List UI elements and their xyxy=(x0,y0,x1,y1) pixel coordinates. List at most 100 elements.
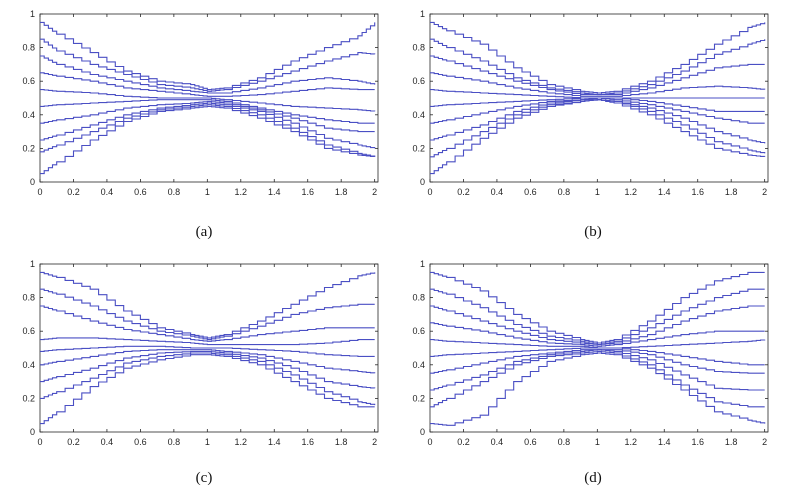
trajectory-line-9 xyxy=(40,354,375,425)
x-tick-label: 0.8 xyxy=(558,187,571,197)
caption-c: (c) xyxy=(195,470,213,486)
x-tick-label: 0.6 xyxy=(524,437,537,447)
chart-svg-b: 0 0.2 0.4 0.6 0.8 1 1.2 1.4 1.6 1.8 2 0 0.2 0.4 0.6 0.8… xyxy=(412,9,769,197)
trajectory-line-6 xyxy=(430,97,765,112)
y-tick-label: 0.8 xyxy=(412,293,425,303)
trajectory-line-5 xyxy=(430,89,765,99)
x-tick-label: 0.6 xyxy=(134,187,147,197)
y-tick-label: 1 xyxy=(30,9,35,19)
x-tick-label: 0.8 xyxy=(168,187,181,197)
trajectory-line-10 xyxy=(430,99,766,175)
y-tick-label: 0.4 xyxy=(412,110,425,120)
x-tick-label: 2 xyxy=(372,437,377,447)
trajectory-line-1 xyxy=(40,271,376,339)
y-tick-label: 0 xyxy=(420,177,425,187)
x-tick-label: 2 xyxy=(762,187,767,197)
trajectory-line-4 xyxy=(40,72,375,97)
trajectory-line-5 xyxy=(40,89,376,112)
chart-panel-a: 0 0.2 0.4 0.6 0.8 1 1.2 1.4 1.6 1.8 2 0 0.2 0.4 0.6 0.8… xyxy=(8,4,386,210)
x-tick-label: 1.2 xyxy=(625,187,638,197)
y-tick-label: 0.6 xyxy=(412,326,425,336)
x-tick-label: 0.2 xyxy=(67,187,80,197)
x-tick-label: 0.4 xyxy=(491,187,504,197)
y-tick-label: 0.2 xyxy=(412,143,425,153)
trajectory-line-7 xyxy=(430,349,765,374)
x-tick-label: 1.4 xyxy=(658,437,671,447)
trajectory-line-3 xyxy=(40,305,375,342)
trajectory-line-6 xyxy=(430,347,765,366)
x-tick-label: 1.2 xyxy=(235,437,248,447)
x-tick-label: 1.6 xyxy=(301,437,314,447)
x-tick-label: 0.2 xyxy=(67,437,80,447)
y-tick-label: 1 xyxy=(420,259,425,269)
x-tick-label: 1.8 xyxy=(725,187,738,197)
trajectory-line-9 xyxy=(430,350,765,408)
x-tick-label: 2 xyxy=(372,187,377,197)
x-tick-label: 0.4 xyxy=(101,437,114,447)
chart-svg-d: 0 0.2 0.4 0.6 0.8 1 1.2 1.4 1.6 1.8 2 0 0.2 0.4 0.6 0.8… xyxy=(412,259,769,447)
caption-a: (a) xyxy=(195,224,213,240)
x-tick-label: 1.8 xyxy=(335,187,348,197)
trajectory-line-3 xyxy=(430,55,765,96)
x-tick-label: 1.8 xyxy=(725,437,738,447)
y-tick-label: 0.6 xyxy=(22,76,35,86)
chart-svg-a: 0 0.2 0.4 0.6 0.8 1 1.2 1.4 1.6 1.8 2 0 0.2 0.4 0.6 0.8… xyxy=(22,9,379,197)
y-tick-label: 0.2 xyxy=(412,393,425,403)
trajectory-line-6 xyxy=(40,99,375,124)
x-tick-label: 1.2 xyxy=(235,187,248,197)
trajectory-line-7 xyxy=(40,100,375,133)
y-tick-label: 1 xyxy=(420,9,425,19)
x-tick-label: 1 xyxy=(595,187,600,197)
x-tick-label: 0 xyxy=(427,187,432,197)
trajectory-line-1 xyxy=(430,271,765,344)
trajectory-line-10 xyxy=(40,105,376,175)
x-tick-label: 0.6 xyxy=(524,187,537,197)
x-tick-label: 1.4 xyxy=(658,187,671,197)
y-tick-label: 0.8 xyxy=(22,43,35,53)
y-tick-label: 0.2 xyxy=(22,393,35,403)
x-tick-label: 0 xyxy=(427,437,432,447)
trajectory-line-1 xyxy=(40,21,376,91)
y-tick-label: 0 xyxy=(420,427,425,437)
x-tick-label: 1 xyxy=(595,437,600,447)
x-tick-label: 0 xyxy=(37,437,42,447)
trajectory-line-1 xyxy=(430,21,766,94)
x-tick-label: 0.2 xyxy=(457,437,470,447)
x-tick-label: 0.2 xyxy=(457,187,470,197)
trajectory-line-8 xyxy=(40,102,376,149)
x-tick-label: 1 xyxy=(205,187,210,197)
x-tick-label: 0.4 xyxy=(491,437,504,447)
chart-svg-c: 0 0.2 0.4 0.6 0.8 1 1.2 1.4 1.6 1.8 2 0 0.2 0.4 0.6 0.8… xyxy=(22,259,379,447)
x-tick-label: 1 xyxy=(205,437,210,447)
y-tick-label: 0.2 xyxy=(22,143,35,153)
y-tick-label: 0 xyxy=(30,427,35,437)
trajectory-line-6 xyxy=(40,349,376,374)
trajectory-line-7 xyxy=(430,97,765,124)
trajectory-line-8 xyxy=(430,349,765,391)
trajectory-line-5 xyxy=(40,345,375,357)
trajectory-line-2 xyxy=(40,38,376,92)
trajectory-line-7 xyxy=(40,350,376,389)
x-tick-label: 1.6 xyxy=(301,187,314,197)
caption-d: (d) xyxy=(584,470,602,486)
trajectory-line-2 xyxy=(40,288,375,341)
x-tick-label: 1.4 xyxy=(268,437,281,447)
y-tick-label: 0.4 xyxy=(22,110,35,120)
chart-panel-b: 0 0.2 0.4 0.6 0.8 1 1.2 1.4 1.6 1.8 2 0 0.2 0.4 0.6 0.8… xyxy=(398,4,776,210)
y-tick-label: 0.4 xyxy=(412,360,425,370)
chart-panel-c: 0 0.2 0.4 0.6 0.8 1 1.2 1.4 1.6 1.8 2 0 0.2 0.4 0.6 0.8… xyxy=(8,254,386,460)
x-tick-label: 0.8 xyxy=(168,437,181,447)
y-tick-label: 0.8 xyxy=(412,43,425,53)
x-tick-label: 1.8 xyxy=(335,437,348,447)
x-tick-label: 2 xyxy=(762,437,767,447)
caption-b: (b) xyxy=(584,224,602,240)
trajectory-line-4 xyxy=(40,337,375,346)
trajectory-line-4 xyxy=(430,322,765,347)
chart-panel-d: 0 0.2 0.4 0.6 0.8 1 1.2 1.4 1.6 1.8 2 0 0.2 0.4 0.6 0.8… xyxy=(398,254,776,460)
y-tick-label: 1 xyxy=(30,259,35,269)
y-tick-label: 0.4 xyxy=(22,360,35,370)
trajectory-line-4 xyxy=(430,72,766,97)
trajectory-line-8 xyxy=(40,352,376,406)
x-tick-label: 1.2 xyxy=(625,437,638,447)
